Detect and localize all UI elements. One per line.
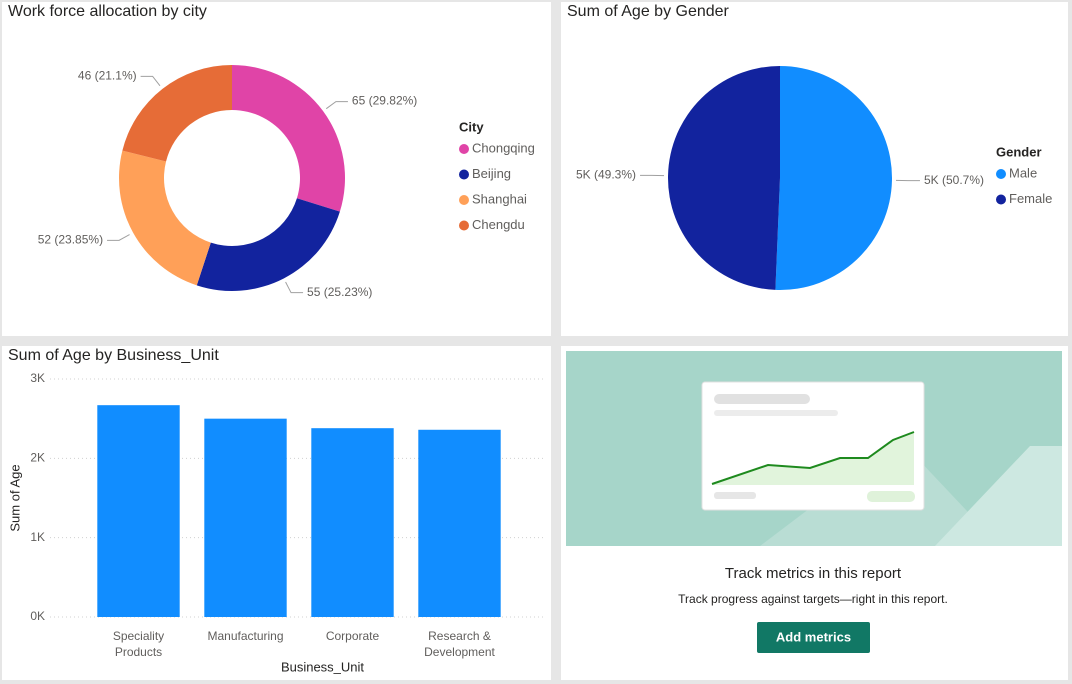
- y-axis-label: Sum of Age: [7, 464, 22, 531]
- y-tick-label: 1K: [30, 530, 45, 544]
- legend-title: City: [459, 119, 484, 134]
- button-label[interactable]: Add metrics: [776, 629, 851, 644]
- slice: [196, 198, 340, 291]
- legend-label: Chengdu: [472, 217, 525, 232]
- slice: [119, 150, 211, 286]
- legend-swatch: [459, 144, 469, 154]
- x-tick-label: Corporate: [325, 629, 380, 643]
- data-label: 46 (21.1%): [78, 68, 137, 82]
- chart-title: Sum of Age by Gender: [567, 3, 730, 20]
- legend-label: Beijing: [472, 166, 511, 181]
- legend-swatch: [996, 169, 1006, 179]
- x-tick-label: Speciality Products: [112, 629, 165, 659]
- leader-line: [140, 75, 161, 87]
- x-tick-label: Manufacturing: [207, 629, 284, 643]
- button[interactable]: [757, 622, 870, 653]
- slice: [232, 65, 345, 212]
- slice: [667, 66, 780, 290]
- data-label: 55 (25.23%): [307, 285, 372, 299]
- panel: [2, 2, 551, 336]
- x-tick-label-box: Research & Development: [424, 629, 495, 659]
- y-tick-label: 3K: [30, 371, 45, 385]
- chart-title: Work force allocation by city: [8, 3, 207, 20]
- data-label: 5K (50.7%): [924, 173, 984, 187]
- legend-title: Gender: [996, 144, 1042, 159]
- x-tick-label: Research & Development: [424, 629, 495, 659]
- bar: [418, 429, 501, 617]
- data-label: 65 (29.82%): [352, 94, 417, 108]
- y-tick-label: 2K: [30, 451, 45, 465]
- data-label: 5K (49.3%): [576, 168, 636, 182]
- card-text: Track progress against targets—right in …: [678, 592, 948, 606]
- bar: [97, 405, 180, 617]
- bar: [204, 418, 287, 617]
- legend-swatch: [459, 195, 469, 205]
- chart-title: Sum of Age by Business_Unit: [8, 347, 219, 364]
- x-tick-label-box: Manufacturing: [207, 629, 284, 643]
- legend-swatch: [996, 194, 1006, 205]
- x-tick-label-box: Speciality Products: [112, 629, 165, 659]
- legend-swatch: [459, 169, 469, 180]
- legend-label: Chongqing: [472, 140, 535, 155]
- legend-label: Female: [1009, 191, 1052, 206]
- leader-line: [325, 101, 348, 110]
- y-tick-label: 0K: [30, 609, 45, 623]
- slice: [775, 66, 892, 290]
- legend-label: Shanghai: [472, 191, 527, 206]
- data-label: 52 (23.85%): [38, 233, 103, 247]
- x-tick-label-box: Corporate: [325, 629, 380, 643]
- card-title: Track metrics in this report: [725, 565, 902, 582]
- x-axis-label: Business_Unit: [281, 659, 364, 674]
- leader-line: [285, 281, 304, 294]
- bar: [311, 428, 394, 617]
- legend-label: Male: [1009, 165, 1037, 180]
- leader-line: [107, 234, 130, 241]
- legend-swatch: [459, 220, 469, 231]
- illustration: [566, 351, 1062, 546]
- slice: [122, 65, 232, 162]
